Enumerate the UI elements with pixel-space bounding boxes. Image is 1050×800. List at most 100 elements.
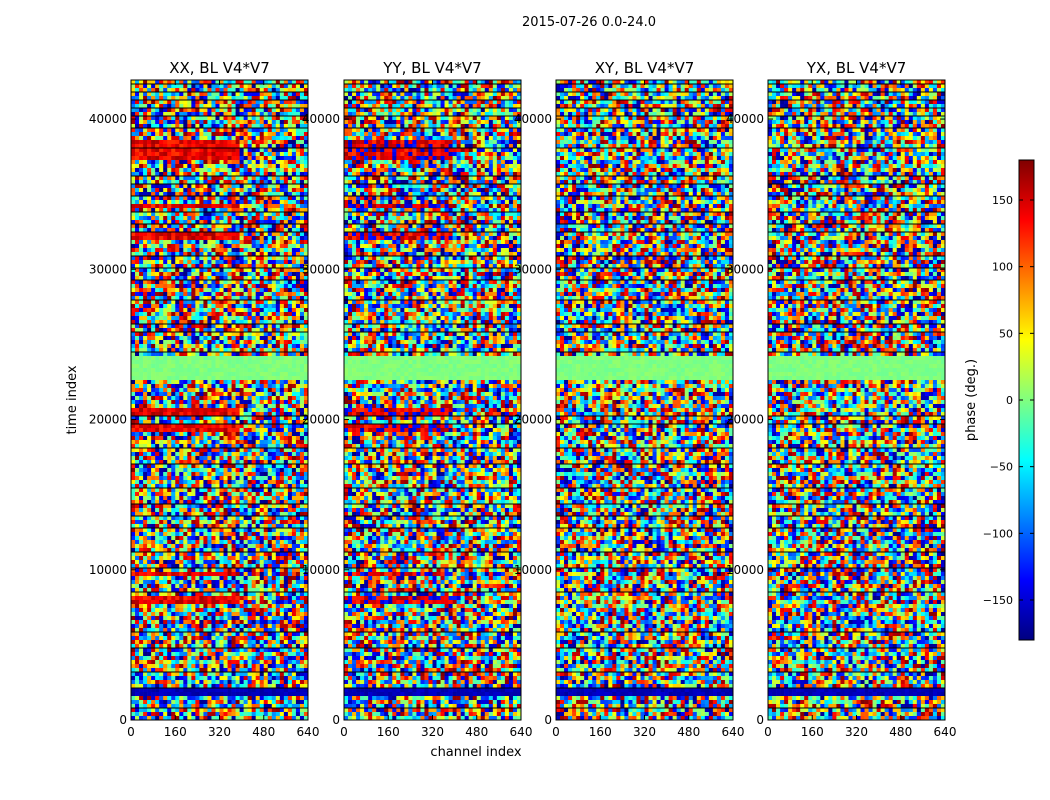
heatmap-cell <box>155 452 160 457</box>
heatmap-cell <box>195 152 200 157</box>
heatmap-cell <box>223 240 228 245</box>
heatmap-cell <box>139 96 144 101</box>
heatmap-cell <box>199 408 204 413</box>
heatmap-cell <box>211 496 216 501</box>
heatmap-cell <box>271 352 277 357</box>
heatmap-cell <box>219 508 224 513</box>
heatmap-cell <box>231 208 236 213</box>
heatmap-cell <box>255 392 261 397</box>
heatmap-cell <box>135 80 140 85</box>
heatmap-cell <box>143 324 148 329</box>
heatmap-cell <box>183 264 188 269</box>
heatmap-cell <box>147 324 152 329</box>
heatmap-cell <box>175 492 180 497</box>
heatmap-cell <box>227 140 232 145</box>
heatmap-cell <box>231 192 236 197</box>
heatmap-cell <box>183 428 188 433</box>
heatmap-cell <box>223 256 228 261</box>
heatmap-cell <box>223 80 228 85</box>
heatmap-cell <box>267 320 273 325</box>
heatmap-cell <box>143 480 148 485</box>
heatmap-cell <box>207 272 212 277</box>
heatmap-cell <box>287 456 293 461</box>
heatmap-cell <box>279 164 285 169</box>
heatmap-cell <box>251 272 256 277</box>
heatmap-cell <box>295 416 301 421</box>
heatmap-cell <box>159 184 164 189</box>
heatmap-cell <box>247 356 252 361</box>
heatmap-cell <box>295 280 301 285</box>
heatmap-cell <box>219 256 224 261</box>
heatmap-cell <box>263 300 269 305</box>
heatmap-cell <box>187 484 192 489</box>
heatmap-cell <box>215 304 220 309</box>
heatmap-cell <box>291 184 297 189</box>
heatmap-cell <box>275 116 281 121</box>
heatmap-cell <box>231 96 236 101</box>
heatmap-cell <box>299 172 305 177</box>
heatmap-cell <box>243 140 248 145</box>
heatmap-cell <box>223 268 228 273</box>
heatmap-cell <box>239 236 244 241</box>
heatmap-cell <box>291 440 297 445</box>
heatmap-cell <box>231 324 236 329</box>
heatmap-cell <box>167 164 172 169</box>
heatmap-cell <box>299 216 305 221</box>
heatmap-cell <box>231 164 236 169</box>
heatmap-cell <box>207 344 212 349</box>
heatmap-cell <box>287 432 293 437</box>
heatmap-cell <box>275 136 281 141</box>
heatmap-cell <box>295 468 301 473</box>
heatmap-cell <box>131 392 136 397</box>
heatmap-cell <box>239 140 244 145</box>
heatmap-cell <box>135 204 140 209</box>
heatmap-cell <box>147 468 152 473</box>
heatmap-cell <box>251 212 256 217</box>
heatmap-cell <box>235 384 240 389</box>
heatmap-cell <box>139 400 144 405</box>
heatmap-cell <box>151 200 156 205</box>
heatmap-cell <box>275 488 281 493</box>
heatmap-cell <box>151 164 156 169</box>
heatmap-cell <box>147 156 152 161</box>
heatmap-cell <box>171 140 176 145</box>
heatmap-cell <box>223 304 228 309</box>
heatmap-cell <box>175 224 180 229</box>
heatmap-cell <box>287 128 293 133</box>
heatmap-cell <box>243 380 248 385</box>
heatmap-cell <box>283 260 289 265</box>
heatmap-cell <box>135 436 140 441</box>
heatmap-cell <box>295 204 301 209</box>
heatmap-cell <box>199 164 204 169</box>
heatmap-cell <box>291 204 297 209</box>
heatmap-cell <box>299 496 305 501</box>
heatmap-cell <box>267 88 273 93</box>
heatmap-cell <box>131 88 136 93</box>
heatmap-cell <box>163 348 168 353</box>
heatmap-cell <box>187 148 192 153</box>
heatmap-cell <box>171 148 176 153</box>
heatmap-cell <box>175 252 180 257</box>
heatmap-cell <box>187 384 192 389</box>
heatmap-cell <box>215 476 220 481</box>
heatmap-cell <box>275 460 281 465</box>
heatmap-cell <box>135 96 140 101</box>
heatmap-cell <box>159 300 164 305</box>
heatmap-cell <box>159 520 164 525</box>
heatmap-cell <box>283 96 289 101</box>
heatmap-cell <box>255 260 261 265</box>
heatmap-cell <box>235 356 240 361</box>
heatmap-cell <box>247 340 252 345</box>
heatmap-cell <box>179 148 184 153</box>
heatmap-cell <box>163 476 168 481</box>
heatmap-cell <box>231 316 236 321</box>
heatmap-cell <box>223 224 228 229</box>
heatmap-cell <box>219 200 224 205</box>
heatmap-cell <box>151 152 156 157</box>
heatmap-cell <box>239 176 244 181</box>
heatmap-cell <box>191 312 196 317</box>
heatmap-cell <box>287 268 293 273</box>
heatmap-cell <box>135 288 140 293</box>
heatmap-cell <box>171 500 176 505</box>
heatmap-cell <box>239 448 244 453</box>
